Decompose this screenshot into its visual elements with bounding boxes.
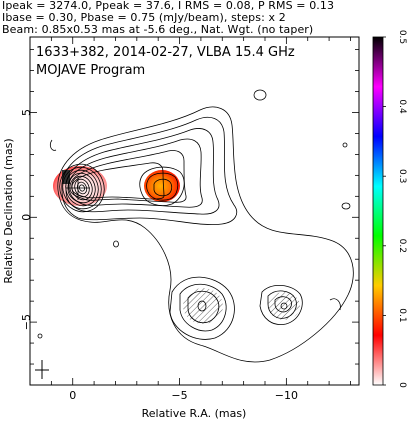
y-tick-label: −5 [20, 314, 33, 330]
plot-frame [29, 36, 360, 386]
x-tick-label: −5 [171, 389, 187, 402]
core-cross [66, 176, 90, 200]
y-tick-label: 5 [20, 109, 33, 116]
core-edge-dark-pixels [62, 170, 70, 184]
jet-contours [57, 106, 354, 363]
y-axis-label: Relative Declination (mas) [2, 138, 15, 283]
colorbar-tick-label: 0.1 [397, 308, 407, 322]
image-layer [37, 89, 354, 363]
header-line-beam: Beam: 0.85x0.53 mas at -5.6 deg., Nat. W… [2, 23, 314, 36]
colorbar-tick-label: 0.3 [397, 169, 407, 183]
colorbar-tick-label: 0.4 [397, 99, 407, 114]
x-tick-label: −10 [275, 389, 298, 402]
header-line-base: Ibase = 0.30, Pbase = 0.75 (mJy/beam), s… [2, 11, 286, 24]
x-axis-label: Relative R.A. (mas) [142, 407, 247, 420]
colorbar-tick-label: 0.2 [397, 239, 407, 253]
inner-jet-polarized-region [144, 170, 180, 202]
x-axis-ticks: 0 −5 −10 [50, 37, 351, 402]
beam-ellipse-glyph [35, 360, 49, 379]
chart-title: 1633+382, 2014-02-27, VLBA 15.4 GHz [36, 45, 295, 60]
colorbar [372, 36, 384, 386]
y-axis-ticks: 5 0 −5 [20, 49, 359, 365]
colorbar-tick-label: 0 [397, 382, 407, 388]
chart-subtitle: MOJAVE Program [36, 63, 145, 78]
colorbar-ticks: 0 0.1 0.2 0.3 0.4 0.5 [383, 30, 407, 388]
y-tick-label: 0 [20, 214, 33, 221]
isolated-contours [37, 89, 351, 339]
x-tick-label: 0 [69, 389, 76, 402]
colorbar-tick-label: 0.5 [397, 30, 407, 44]
hatched-feature-2 [268, 292, 300, 320]
header-line-peaks: Ipeak = 3274.0, Ppeak = 37.6, I RMS = 0.… [2, 0, 335, 12]
hatched-feature-1 [183, 288, 223, 324]
